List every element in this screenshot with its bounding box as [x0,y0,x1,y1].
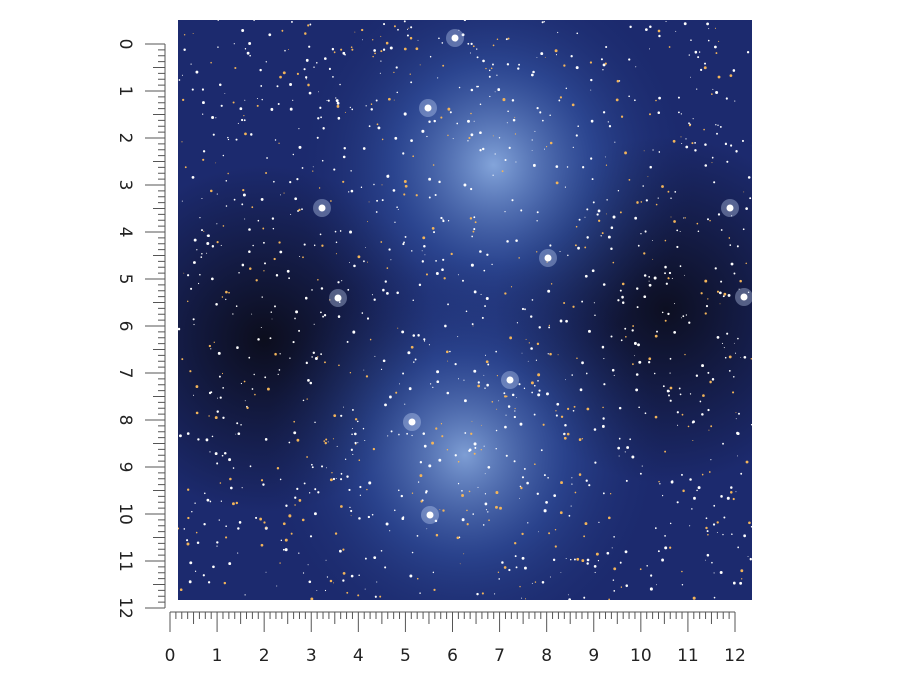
ruler-label: 11 [677,646,699,666]
galaxy-swatch [178,20,752,600]
bright-star [318,204,326,212]
ruler-label: 11 [115,550,135,572]
ruler-label: 6 [447,646,458,666]
bright-star [740,293,748,301]
ruler-label: 1 [115,86,135,97]
ruler-label: 0 [115,39,135,50]
ruler-label: 10 [115,503,135,525]
ruler-label: 9 [115,462,135,473]
ruler-label: 3 [306,646,317,666]
ruler-label: 8 [541,646,552,666]
nebula-glow [178,20,752,600]
ruler-label: 9 [588,646,599,666]
bright-star [451,34,459,42]
bright-star [334,294,342,302]
ruler-label: 12 [115,597,135,619]
ruler-label: 4 [115,227,135,238]
ruler-label: 7 [115,368,135,379]
ruler-label: 5 [400,646,411,666]
bright-star [506,376,514,384]
ruler-label: 8 [115,415,135,426]
ruler-label: 7 [494,646,505,666]
ruler-label: 0 [165,646,176,666]
ruler-label: 12 [724,646,746,666]
bright-stars [313,29,752,524]
bright-star [424,104,432,112]
ruler-label: 4 [353,646,364,666]
ruler-label: 2 [259,646,270,666]
bright-star [726,204,734,212]
bright-star [426,511,434,519]
ruler-label: 1 [212,646,223,666]
ruler-label: 3 [115,180,135,191]
ruler-label: 6 [115,321,135,332]
ruler-label: 10 [630,646,652,666]
ruler-label: 5 [115,274,135,285]
bright-star [544,254,552,262]
horizontal-ruler: 0 1 2 3 4 5 6 7 8 9 10 11 12 [165,611,746,666]
ruler-label: 2 [115,133,135,144]
bright-star [408,418,416,426]
